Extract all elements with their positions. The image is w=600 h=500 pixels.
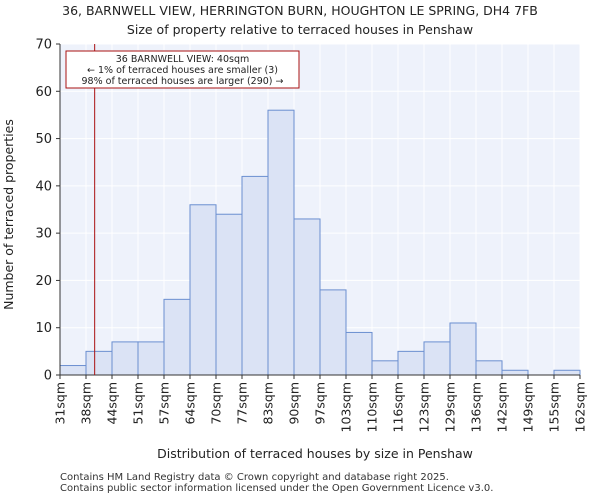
bar-19 [553,369,581,376]
y-tick-label-1: 10 [35,321,52,336]
x-tick-label-8: 83sqm [261,382,276,425]
x-tick-label-1: 38sqm [79,382,94,425]
chart-title-line-1: 36, BARNWELL VIEW, HERRINGTON BURN, HOUG… [62,3,538,18]
bar-3 [137,341,165,376]
x-tick-label-11: 103sqm [339,382,354,432]
bar-9 [293,218,321,376]
x-tick-label-9: 90sqm [287,382,302,425]
x-tick-label-0: 31sqm [53,382,68,425]
x-tick-label-7: 77sqm [235,382,250,425]
bar-17 [501,369,529,376]
x-tick-label-20: 162sqm [573,382,588,432]
x-axis-title: Distribution of terraced houses by size … [157,446,473,461]
x-tick-label-3: 51sqm [131,382,146,425]
bar-2 [111,341,139,376]
x-tick-label-4: 57sqm [157,382,172,425]
y-axis-title: Number of terraced properties [1,119,16,310]
bar-7 [241,175,269,376]
x-tick-label-10: 97sqm [313,382,328,425]
y-tick-label-6: 60 [35,85,52,100]
chart-title: 36, BARNWELL VIEW, HERRINGTON BURN, HOUG… [0,1,600,39]
bar-0 [59,365,87,376]
x-tick-label-15: 129sqm [443,382,458,432]
bar-16 [475,360,503,376]
bar-4 [163,298,191,376]
y-tick-label-7: 70 [35,38,52,53]
footer-line-2: Contains public sector information licen… [60,483,494,494]
y-tick-label-4: 40 [35,179,52,194]
x-tick-label-2: 44sqm [105,382,120,425]
bar-13 [397,350,425,376]
bar-1 [85,350,113,376]
bar-15 [449,322,477,376]
footer: Contains HM Land Registry data © Crown c… [60,472,493,494]
bar-6 [215,213,243,376]
bar-11 [345,331,373,376]
x-tick-label-5: 64sqm [183,382,198,425]
bar-14 [423,341,451,376]
x-tick-label-14: 123sqm [417,382,432,432]
y-tick-label-3: 30 [35,227,52,242]
x-tick-label-12: 110sqm [365,382,380,432]
y-tick-label-0: 0 [44,369,52,384]
x-tick-label-13: 116sqm [391,382,406,432]
footer-line-1: Contains HM Land Registry data © Crown c… [60,472,449,483]
annotation-line-3: 98% of terraced houses are larger (290) … [82,76,284,87]
annotation-line-2: ← 1% of terraced houses are smaller (3) [87,65,278,76]
bar-12 [371,360,399,376]
chart-subtitle: Size of property relative to terraced ho… [126,22,474,37]
annotation-box [65,50,300,89]
x-tick-label-6: 70sqm [209,382,224,425]
bar-10 [319,289,347,376]
x-tick-label-17: 142sqm [495,382,510,432]
annotation-line-1: 36 BARNWELL VIEW: 40sqm [116,54,250,65]
x-tick-label-18: 149sqm [521,382,536,432]
y-tick-label-2: 20 [35,274,52,289]
x-tick-label-19: 155sqm [547,382,562,432]
bar-5 [189,204,217,376]
x-tick-label-16: 136sqm [469,382,484,432]
bar-8 [267,109,295,376]
y-tick-label-5: 50 [35,132,52,147]
